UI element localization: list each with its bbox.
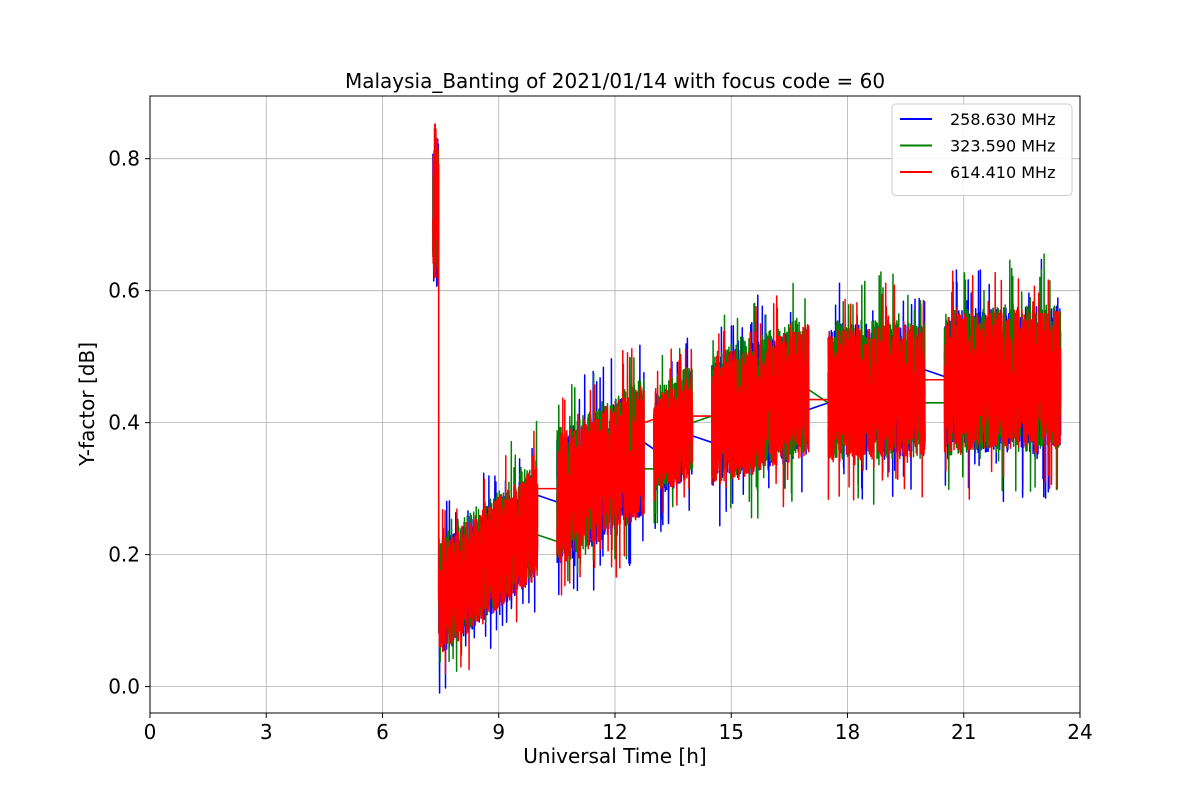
legend-label: 614.410 MHz bbox=[950, 163, 1055, 182]
series-trace-segment bbox=[711, 295, 810, 508]
series-trace-segment bbox=[556, 348, 645, 596]
plot-series bbox=[432, 123, 1062, 694]
series-bridge-line bbox=[924, 369, 945, 378]
x-axis-label: Universal Time [h] bbox=[523, 744, 706, 768]
x-tick-label: 21 bbox=[951, 720, 976, 744]
series-bridge-line bbox=[808, 388, 829, 404]
y-tick-label: 0.8 bbox=[108, 147, 140, 171]
series-trace-segment bbox=[943, 270, 1062, 500]
series-614-410-mhz bbox=[432, 123, 1062, 675]
series-bridge-line bbox=[643, 441, 655, 450]
series-trace-segment bbox=[437, 430, 539, 675]
y-tick-label: 0.4 bbox=[108, 411, 140, 435]
legend: 258.630 MHz 323.590 MHz 614.410 MHz bbox=[891, 103, 1073, 196]
x-tick-label: 6 bbox=[376, 720, 389, 744]
series-bridge-line bbox=[808, 402, 829, 411]
x-tick-label: 12 bbox=[602, 720, 627, 744]
legend-box bbox=[891, 103, 1073, 196]
x-tick-label: 3 bbox=[260, 720, 273, 744]
series-bridge-line bbox=[692, 435, 713, 444]
y-axis-label: Y-factor [dB] bbox=[75, 342, 99, 467]
series-trace-segment bbox=[432, 123, 440, 601]
x-tick-label: 9 bbox=[492, 720, 505, 744]
series-trace-segment bbox=[827, 282, 926, 501]
y-tick-label: 0.0 bbox=[108, 675, 140, 699]
chart-title: Malaysia_Banting of 2021/01/14 with focu… bbox=[345, 69, 885, 93]
x-tick-label: 15 bbox=[719, 720, 744, 744]
series-bridge-line bbox=[537, 534, 558, 543]
series-trace-segment bbox=[653, 348, 694, 514]
x-axis: 0 3 6 9 12 15 18 21 24 bbox=[144, 713, 1093, 744]
y-tick-label: 0.2 bbox=[108, 543, 140, 567]
legend-label: 258.630 MHz bbox=[950, 110, 1055, 129]
x-tick-label: 18 bbox=[835, 720, 860, 744]
x-tick-label: 24 bbox=[1067, 720, 1092, 744]
y-tick-label: 0.6 bbox=[108, 279, 140, 303]
series-bridge-line bbox=[643, 418, 655, 424]
series-bridge-line bbox=[537, 494, 558, 503]
series-bridge-line bbox=[692, 415, 713, 424]
legend-label: 323.590 MHz bbox=[950, 137, 1055, 156]
x-tick-label: 0 bbox=[144, 720, 157, 744]
y-axis: 0.0 0.2 0.4 0.6 0.8 bbox=[108, 147, 150, 699]
